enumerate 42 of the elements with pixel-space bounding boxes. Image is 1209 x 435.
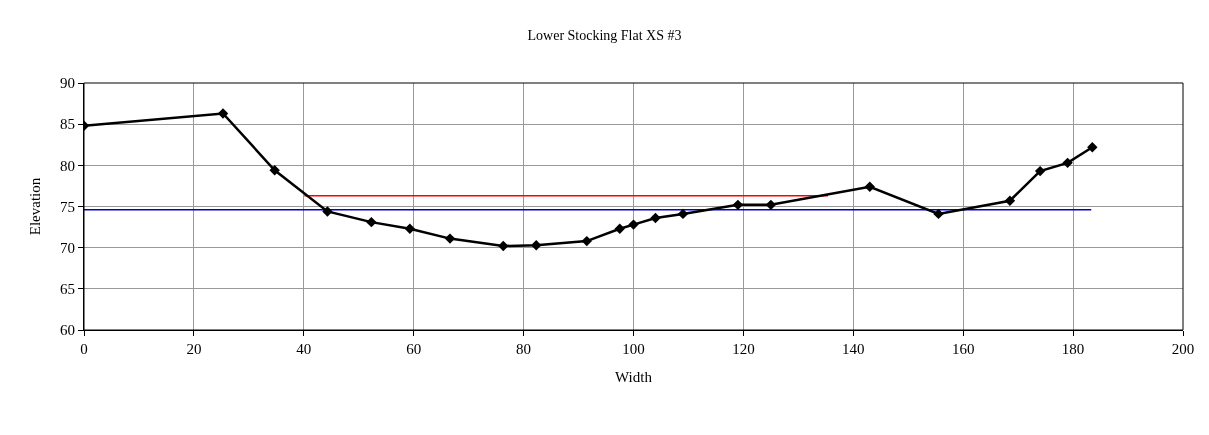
point [366, 216, 377, 228]
x-tick-label: 180 [1061, 341, 1085, 357]
point [732, 199, 744, 211]
point [531, 240, 542, 251]
point [217, 108, 229, 119]
x-tick-label: 20 [186, 341, 202, 357]
chart-title: Lower Stocking Flat XS #3 [527, 28, 682, 44]
point [1087, 142, 1098, 153]
point [498, 240, 509, 252]
point [269, 165, 280, 176]
point [864, 181, 875, 192]
point [765, 199, 777, 211]
point [1034, 165, 1046, 177]
point [444, 233, 456, 244]
x-tick-label: 0 [80, 341, 88, 357]
y-tick-label: 85 [60, 116, 75, 133]
x-tick-label: 80 [516, 341, 532, 357]
x-tick-label: 200 [1171, 341, 1195, 357]
y-tick-label: 80 [60, 157, 75, 174]
point [628, 219, 639, 230]
point [614, 223, 625, 234]
x-tick-label: 160 [951, 341, 975, 357]
y-tick-label: 70 [60, 239, 75, 256]
point [581, 235, 592, 247]
x-tick-label: 40 [296, 341, 312, 357]
point [1004, 195, 1016, 206]
x-tick-label: 60 [406, 341, 422, 357]
x-tick-label: 120 [732, 341, 755, 357]
y-tick-label: 60 [60, 322, 75, 339]
point [322, 206, 333, 217]
y-tick-label: 65 [60, 281, 75, 298]
point [1062, 157, 1073, 169]
y-tick-label: 75 [60, 198, 75, 215]
x-tick-label: 100 [622, 341, 645, 357]
point [404, 223, 416, 234]
point [677, 208, 689, 220]
x-axis-title: Width [615, 369, 653, 385]
point [933, 208, 944, 220]
x-tick-label: 140 [842, 341, 865, 357]
point [650, 212, 661, 224]
y-tick-label: 90 [60, 75, 75, 92]
y-axis-title: Elevation [27, 177, 44, 236]
